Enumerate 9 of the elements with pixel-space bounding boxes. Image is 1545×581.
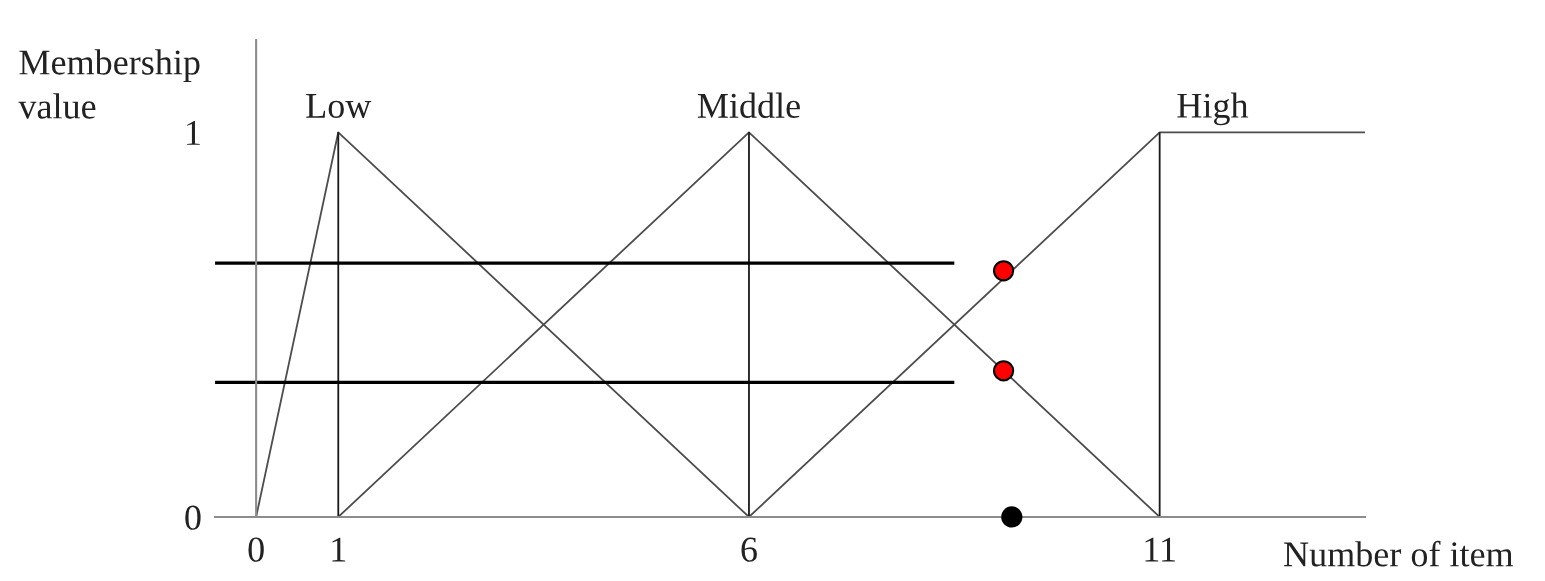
x-tick-label: 6 xyxy=(741,537,757,562)
x-tick-label: 0 xyxy=(248,537,264,562)
x-tick-label: 11 xyxy=(1145,537,1175,562)
series-label: Low xyxy=(306,94,372,119)
x-axis-title: Number of item xyxy=(1284,540,1514,567)
series-label: High xyxy=(1177,92,1249,126)
x-tick-label: 1 xyxy=(332,537,346,562)
series-label: Middle xyxy=(697,92,800,119)
y-axis-title: Membership value xyxy=(18,49,200,119)
